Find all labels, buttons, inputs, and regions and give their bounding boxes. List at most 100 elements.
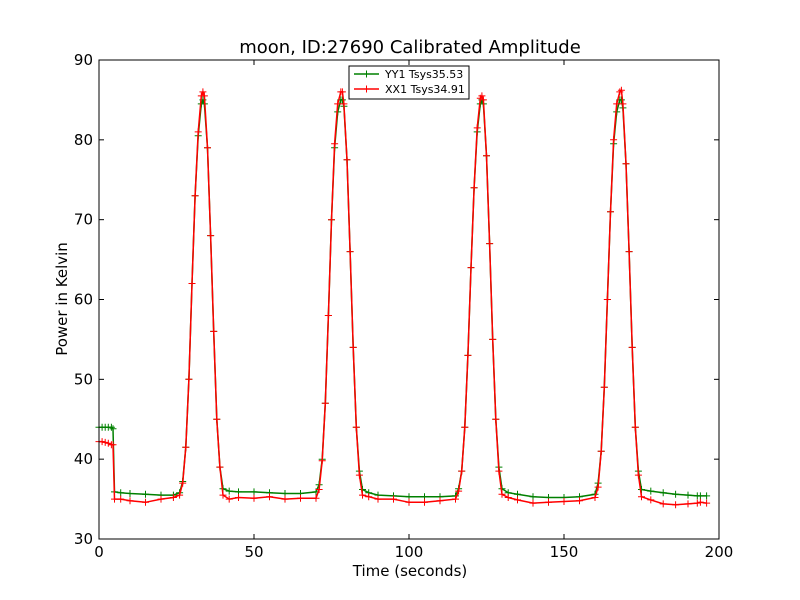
data-point (473, 124, 481, 132)
data-point (545, 498, 552, 506)
data-point (703, 499, 711, 507)
data-point (616, 88, 624, 96)
data-point (250, 488, 258, 496)
data-point (185, 375, 193, 383)
data-point (659, 500, 667, 508)
data-point (638, 493, 645, 501)
data-point (188, 280, 196, 287)
data-point (659, 489, 667, 497)
data-point (194, 128, 202, 136)
data-point (109, 425, 117, 433)
data-point (455, 487, 463, 495)
data-point (619, 100, 627, 108)
y-tick-label: 40 (74, 450, 93, 468)
data-point (225, 495, 233, 503)
data-point (126, 497, 134, 505)
series-xx1 (95, 86, 711, 509)
data-point (117, 489, 125, 497)
data-point (98, 438, 106, 446)
data-point (607, 208, 614, 216)
data-point (355, 471, 363, 479)
series-layer (95, 86, 711, 509)
data-point (489, 335, 497, 343)
data-point (613, 100, 621, 108)
data-point (390, 495, 397, 503)
data-point (529, 499, 537, 507)
data-point (343, 156, 351, 164)
data-point (225, 487, 233, 495)
data-point (529, 493, 537, 501)
data-point (365, 493, 373, 501)
data-point (338, 88, 346, 96)
data-point (625, 248, 633, 256)
data-point (216, 463, 224, 471)
data-point (374, 495, 382, 503)
data-point (142, 490, 149, 498)
data-point (696, 492, 704, 500)
data-point (219, 491, 227, 499)
data-point (597, 447, 605, 455)
legend: YY1 Tsys35.53 XX1 Tsys34.91 (348, 65, 470, 100)
data-point (101, 438, 109, 446)
data-point (179, 479, 187, 487)
data-point (104, 439, 112, 447)
data-point (235, 494, 242, 501)
data-point (452, 495, 459, 503)
legend-box (348, 65, 470, 100)
ticks-layer: 0 50 100 150 200 30 40 50 60 70 80 90 (74, 51, 733, 561)
data-point (315, 486, 323, 493)
x-axis-label: Time (seconds) (352, 562, 468, 580)
data-point (250, 494, 258, 502)
data-point (647, 496, 655, 504)
data-point (617, 96, 625, 104)
x-tick-label: 50 (244, 543, 263, 561)
x-tick-label: 200 (705, 543, 734, 561)
data-point (281, 495, 289, 503)
data-point (628, 343, 636, 351)
data-point (321, 399, 329, 407)
data-point (684, 500, 692, 508)
data-point (349, 343, 357, 351)
data-point (109, 441, 117, 449)
series-line (99, 88, 707, 506)
x-tick-label: 100 (395, 543, 424, 561)
y-tick-label: 30 (74, 530, 93, 548)
data-point (498, 490, 506, 498)
data-point (631, 423, 639, 431)
data-point (318, 457, 326, 465)
data-point (672, 501, 680, 509)
data-point (436, 497, 444, 505)
data-point (470, 184, 478, 192)
legend-marker (363, 70, 370, 78)
data-point (703, 492, 711, 500)
data-point (199, 88, 207, 96)
y-tick-label: 90 (74, 51, 93, 69)
data-point (346, 248, 354, 256)
data-point (478, 92, 486, 100)
data-point (213, 415, 221, 423)
data-point (359, 491, 366, 499)
data-point (312, 494, 320, 502)
data-point (169, 494, 177, 501)
data-point (617, 86, 625, 94)
data-point (117, 495, 125, 503)
data-point (207, 232, 215, 240)
data-point (622, 160, 630, 168)
data-point (486, 240, 494, 248)
data-point (352, 423, 360, 431)
y-tick-label: 70 (74, 211, 93, 229)
data-point (461, 423, 469, 431)
data-point (560, 498, 568, 505)
data-point (331, 140, 339, 148)
data-point (576, 497, 583, 505)
data-point (191, 192, 199, 200)
x-tick-label: 0 (94, 543, 104, 561)
y-tick-label: 50 (74, 370, 93, 388)
data-point (693, 499, 701, 507)
legend-marker (363, 85, 370, 93)
data-point (334, 100, 342, 108)
data-point (107, 423, 115, 431)
data-point (210, 327, 218, 335)
data-point (634, 471, 642, 479)
